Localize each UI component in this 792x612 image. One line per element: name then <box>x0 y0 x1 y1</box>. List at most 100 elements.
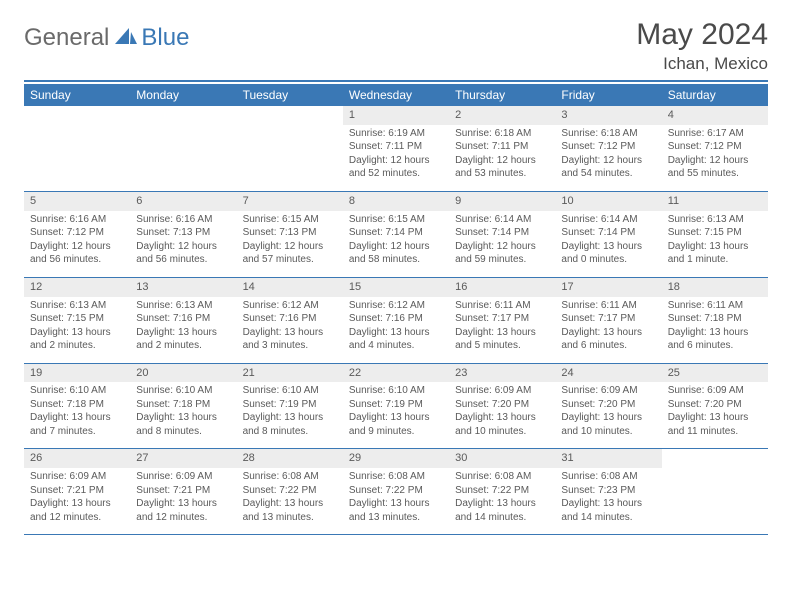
day-number: 9 <box>449 192 555 211</box>
day-details-empty <box>24 125 130 191</box>
calendar-day-cell: 24Sunrise: 6:09 AMSunset: 7:20 PMDayligh… <box>555 363 661 449</box>
sunset-line: Sunset: 7:13 PM <box>243 226 337 240</box>
sunset-line: Sunset: 7:14 PM <box>455 226 549 240</box>
calendar-week-row: 26Sunrise: 6:09 AMSunset: 7:21 PMDayligh… <box>24 449 768 535</box>
day-details: Sunrise: 6:12 AMSunset: 7:16 PMDaylight:… <box>237 297 343 363</box>
day-details: Sunrise: 6:10 AMSunset: 7:19 PMDaylight:… <box>237 382 343 448</box>
day-number: 24 <box>555 364 661 383</box>
day-number: 5 <box>24 192 130 211</box>
calendar-day-cell: 17Sunrise: 6:11 AMSunset: 7:17 PMDayligh… <box>555 277 661 363</box>
calendar-day-cell <box>662 449 768 535</box>
day-number: 11 <box>662 192 768 211</box>
daylight-line: Daylight: 13 hours and 13 minutes. <box>243 497 337 524</box>
day-details: Sunrise: 6:18 AMSunset: 7:11 PMDaylight:… <box>449 125 555 191</box>
weekday-header: Friday <box>555 84 661 106</box>
sunset-line: Sunset: 7:21 PM <box>30 484 124 498</box>
sunset-line: Sunset: 7:19 PM <box>349 398 443 412</box>
daylight-line: Daylight: 13 hours and 14 minutes. <box>455 497 549 524</box>
day-details: Sunrise: 6:15 AMSunset: 7:14 PMDaylight:… <box>343 211 449 277</box>
sunrise-line: Sunrise: 6:17 AM <box>668 127 762 141</box>
day-number: 13 <box>130 278 236 297</box>
day-details-empty <box>130 125 236 191</box>
weekday-header: Wednesday <box>343 84 449 106</box>
sunset-line: Sunset: 7:12 PM <box>30 226 124 240</box>
calendar-day-cell: 20Sunrise: 6:10 AMSunset: 7:18 PMDayligh… <box>130 363 236 449</box>
calendar-week-row: 5 Sunrise: 6:16 AM Sunset: 7:12 PM Daylight… <box>24 191 768 277</box>
weekday-header: Monday <box>130 84 236 106</box>
day-details: Sunrise: 6:12 AMSunset: 7:16 PMDaylight:… <box>343 297 449 363</box>
logo-text-general: General <box>24 24 109 52</box>
calendar-day-cell: 7 Sunrise: 6:15 AMSunset: 7:13 PMDaylight… <box>237 191 343 277</box>
weekday-header: Tuesday <box>237 84 343 106</box>
header-rule <box>24 80 768 82</box>
calendar-day-cell: 6Sunrise: 6:16 AMSunset: 7:13 PMDaylight… <box>130 191 236 277</box>
sunset-line: Sunset: 7:11 PM <box>455 140 549 154</box>
sunset-line: Sunset: 7:21 PM <box>136 484 230 498</box>
day-details: Sunrise: 6:11 AMSunset: 7:18 PMDaylight:… <box>662 297 768 363</box>
daylight-line: Daylight: 13 hours and 3 minutes. <box>243 326 337 353</box>
sunrise-line: Sunrise: 6:10 AM <box>243 384 337 398</box>
calendar-day-cell: 23Sunrise: 6:09 AMSunset: 7:20 PMDayligh… <box>449 363 555 449</box>
calendar-day-cell: 8Sunrise: 6:15 AMSunset: 7:14 PMDaylight… <box>343 191 449 277</box>
sunrise-line: Sunrise: 6:14 AM <box>561 213 655 227</box>
daylight-line: Daylight: 13 hours and 2 minutes. <box>30 326 124 353</box>
daylight-line: Daylight: 13 hours and 11 minutes. <box>668 411 762 438</box>
sunrise-line: Sunrise: 6:09 AM <box>136 470 230 484</box>
day-number: 7 <box>237 192 343 211</box>
sunrise-line: Sunrise: 6:14 AM <box>455 213 549 227</box>
calendar-week-row: 1Sunrise: 6:19 AMSunset: 7:11 PMDaylight… <box>24 106 768 191</box>
day-details: Sunrise: 6:11 AMSunset: 7:17 PMDaylight:… <box>449 297 555 363</box>
daylight-line: Daylight: 13 hours and 12 minutes. <box>30 497 124 524</box>
calendar-day-cell: 2Sunrise: 6:18 AMSunset: 7:11 PMDaylight… <box>449 106 555 191</box>
sunrise-line: Sunrise: 6:08 AM <box>455 470 549 484</box>
sunrise-line: Sunrise: 6:15 AM <box>243 213 337 227</box>
daylight-line: Daylight: 13 hours and 6 minutes. <box>561 326 655 353</box>
sunrise-line: Sunrise: 6:18 AM <box>561 127 655 141</box>
day-number: 26 <box>24 449 130 468</box>
sunrise-line: Sunrise: 6:16 AM <box>136 213 230 227</box>
day-details: Sunrise: 6:10 AMSunset: 7:18 PMDaylight:… <box>24 382 130 448</box>
weekday-header: Thursday <box>449 84 555 106</box>
daylight-line: Daylight: 13 hours and 0 minutes. <box>561 240 655 267</box>
calendar-day-cell: 15Sunrise: 6:12 AMSunset: 7:16 PMDayligh… <box>343 277 449 363</box>
sunrise-line: Sunrise: 6:19 AM <box>349 127 443 141</box>
daylight-line: Daylight: 12 hours and 53 minutes. <box>455 154 549 181</box>
daylight-line: Daylight: 13 hours and 4 minutes. <box>349 326 443 353</box>
daylight-line: Daylight: 12 hours and 55 minutes. <box>668 154 762 181</box>
sunset-line: Sunset: 7:22 PM <box>455 484 549 498</box>
calendar-day-cell <box>237 106 343 191</box>
daylight-line: Daylight: 12 hours and 54 minutes. <box>561 154 655 181</box>
day-number: 17 <box>555 278 661 297</box>
sunrise-line: Sunrise: 6:10 AM <box>136 384 230 398</box>
sunrise-line: Sunrise: 6:09 AM <box>561 384 655 398</box>
day-details: Sunrise: 6:08 AMSunset: 7:22 PMDaylight:… <box>237 468 343 534</box>
daylight-line: Daylight: 13 hours and 2 minutes. <box>136 326 230 353</box>
daylight-line: Daylight: 13 hours and 6 minutes. <box>668 326 762 353</box>
daylight-line: Daylight: 12 hours and 57 minutes. <box>243 240 337 267</box>
calendar-day-cell: 28Sunrise: 6:08 AMSunset: 7:22 PMDayligh… <box>237 449 343 535</box>
sunrise-line: Sunrise: 6:08 AM <box>349 470 443 484</box>
sunrise-line: Sunrise: 6:12 AM <box>243 299 337 313</box>
calendar-day-cell: 10Sunrise: 6:14 AMSunset: 7:14 PMDayligh… <box>555 191 661 277</box>
calendar-week-row: 19Sunrise: 6:10 AMSunset: 7:18 PMDayligh… <box>24 363 768 449</box>
sunset-line: Sunset: 7:16 PM <box>136 312 230 326</box>
calendar-day-cell: 25Sunrise: 6:09 AMSunset: 7:20 PMDayligh… <box>662 363 768 449</box>
day-details: Sunrise: 6:13 AMSunset: 7:15 PMDaylight:… <box>662 211 768 277</box>
sunrise-line: Sunrise: 6:18 AM <box>455 127 549 141</box>
sunset-line: Sunset: 7:23 PM <box>561 484 655 498</box>
day-number: 23 <box>449 364 555 383</box>
daylight-line: Daylight: 13 hours and 9 minutes. <box>349 411 443 438</box>
day-number-empty <box>662 449 768 468</box>
day-number: 6 <box>130 192 236 211</box>
day-number: 10 <box>555 192 661 211</box>
calendar-day-cell: 3Sunrise: 6:18 AMSunset: 7:12 PMDaylight… <box>555 106 661 191</box>
sunrise-line: Sunrise: 6:09 AM <box>455 384 549 398</box>
day-details: Sunrise: 6:16 AMSunset: 7:13 PMDaylight:… <box>130 211 236 277</box>
day-number: 8 <box>343 192 449 211</box>
day-details-empty <box>662 468 768 534</box>
calendar-day-cell: 22Sunrise: 6:10 AMSunset: 7:19 PMDayligh… <box>343 363 449 449</box>
daylight-line: Daylight: 13 hours and 10 minutes. <box>561 411 655 438</box>
sunrise-line: Sunrise: 6:12 AM <box>349 299 443 313</box>
day-details: Sunrise: 6:18 AMSunset: 7:12 PMDaylight:… <box>555 125 661 191</box>
sunrise-line: Sunrise: 6:10 AM <box>349 384 443 398</box>
